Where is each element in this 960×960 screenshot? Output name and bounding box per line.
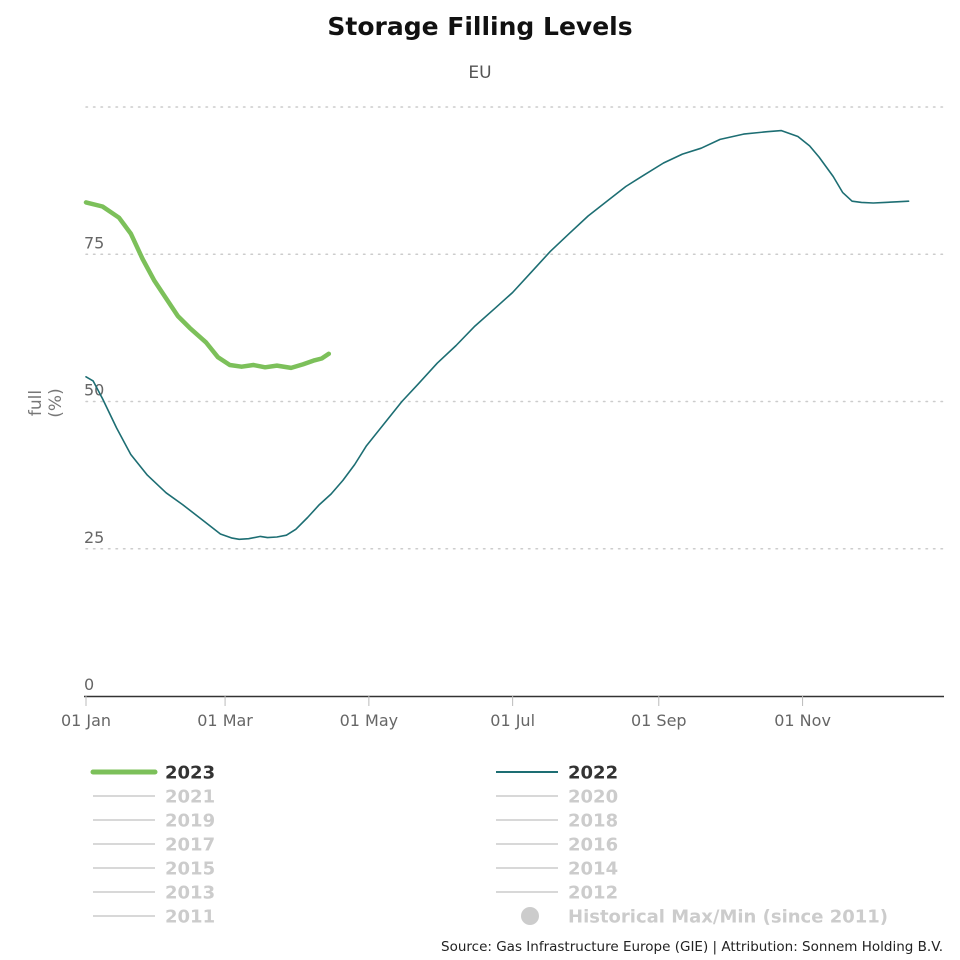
legend-item-historical[interactable]: Historical Max/Min (since 2011) [521, 907, 888, 928]
legend-label: 2017 [165, 835, 215, 856]
x-tick-label: 01 Sep [631, 711, 687, 730]
y-axis-label: full [26, 390, 46, 416]
y-axis-unit: (%) [46, 388, 66, 417]
legend-label: 2018 [568, 811, 618, 832]
x-tick-label: 01 Nov [774, 711, 831, 730]
chart-subtitle: EU [468, 63, 491, 83]
legend-label: 2021 [165, 787, 215, 808]
legend-item-2015[interactable]: 2015 [93, 859, 215, 880]
legend-item-2012[interactable]: 2012 [496, 883, 618, 904]
y-tick-label: 50 [84, 381, 104, 400]
chart-title: Storage Filling Levels [327, 12, 632, 41]
legend-label: 2020 [568, 787, 618, 808]
y-tick-label: 75 [84, 233, 104, 252]
legend-label: Historical Max/Min (since 2011) [568, 907, 888, 928]
legend-item-2020[interactable]: 2020 [496, 787, 618, 808]
legend-item-2019[interactable]: 2019 [93, 811, 215, 832]
legend-item-2013[interactable]: 2013 [93, 883, 215, 904]
legend-symbol [521, 907, 539, 925]
x-tick-label: 01 Mar [197, 711, 253, 730]
legend-label: 2014 [568, 859, 618, 880]
legend-label: 2019 [165, 811, 215, 832]
x-tick-label: 01 Jul [490, 711, 535, 730]
legend-label: 2022 [568, 763, 618, 784]
legend-item-2011[interactable]: 2011 [93, 907, 215, 928]
y-tick-labels: 0 25 50 75 [84, 233, 104, 694]
legend-item-2016[interactable]: 2016 [496, 835, 618, 856]
x-tick-label: 01 May [340, 711, 399, 730]
source-credits[interactable]: Source: Gas Infrastructure Europe (GIE) … [441, 939, 943, 955]
legend-item-2021[interactable]: 2021 [93, 787, 215, 808]
y-tick-label: 0 [84, 675, 94, 694]
series-line-2023[interactable] [83, 200, 332, 371]
legend-label: 2013 [165, 883, 215, 904]
legend-label: 2012 [568, 883, 618, 904]
legend-item-2023[interactable]: 2023 [90, 763, 215, 784]
x-axis: 01 Jan 01 Mar 01 May 01 Jul 01 Sep 01 Nov [61, 695, 944, 730]
series-line-2022[interactable] [85, 129, 910, 541]
legend-label: 2011 [165, 907, 215, 928]
legend-label: 2015 [165, 859, 215, 880]
plot-series [83, 129, 910, 541]
legend-label: 2023 [165, 763, 215, 784]
grid-lines [85, 106, 945, 550]
x-tick-label: 01 Jan [61, 711, 111, 730]
legend-item-2017[interactable]: 2017 [93, 835, 215, 856]
legend-item-2022[interactable]: 2022 [496, 763, 618, 784]
y-axis-title: full (%) [26, 388, 66, 417]
legend-item-2014[interactable]: 2014 [496, 859, 618, 880]
y-tick-label: 25 [84, 528, 104, 547]
legend-label: 2016 [568, 835, 618, 856]
legend: 2023 2021 2019 2017 2015 2013 2011 2022 2020 2018… [90, 763, 888, 928]
legend-item-2018[interactable]: 2018 [496, 811, 618, 832]
